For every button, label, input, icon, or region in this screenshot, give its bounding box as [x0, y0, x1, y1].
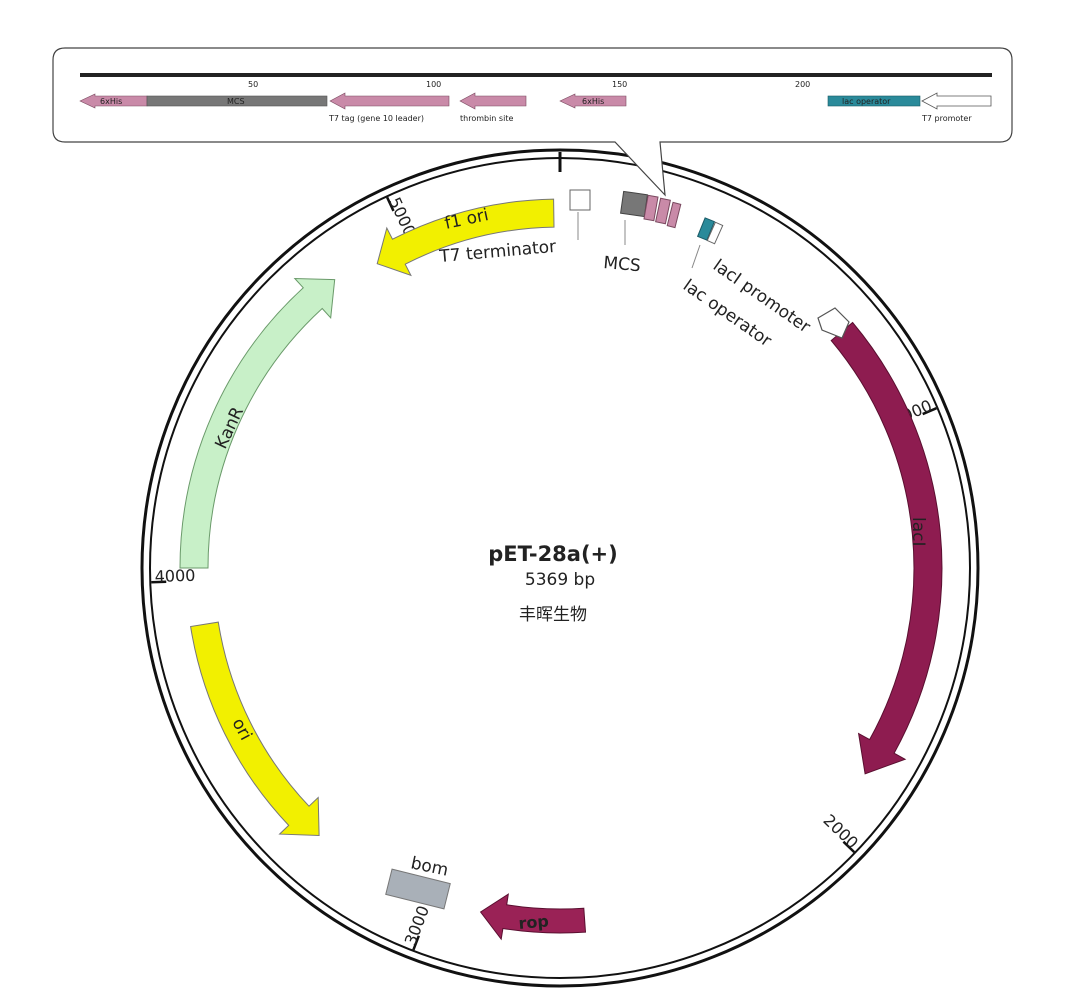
- inset-6xhis-1-label: 6xHis: [100, 97, 122, 106]
- inset-lac-operator-label: lac operator: [842, 97, 891, 106]
- inset-t7-promoter-label: T7 promoter: [921, 114, 972, 123]
- tick-3000: [412, 935, 420, 951]
- mcs-block[interactable]: [620, 190, 682, 229]
- t7-terminator-box[interactable]: [569, 189, 591, 211]
- tick-4000: [151, 580, 167, 584]
- backbone-inner: [149, 157, 971, 979]
- rop-label: rop: [518, 911, 550, 933]
- plasmid-name: pET-28a(+): [488, 542, 618, 566]
- inset-t7-promoter[interactable]: [921, 92, 992, 110]
- mcs-label: MCS: [603, 253, 642, 276]
- inset-features: 6xHis MCS T7 tag (gene 10 leader) thromb…: [79, 92, 992, 123]
- inset-6xhis-2-label: 6xHis: [582, 97, 604, 106]
- tick-label-3000: 3000: [401, 903, 433, 948]
- lac-operator-box[interactable]: [696, 217, 716, 241]
- inset-tick-150: 150: [612, 80, 627, 89]
- rop-arrow[interactable]: [479, 893, 587, 941]
- f1-ori-arrow[interactable]: [376, 198, 555, 277]
- inset-callout: [52, 47, 1013, 197]
- tick-1000: [922, 407, 937, 416]
- backbone-outer: [140, 148, 980, 988]
- inset-mcs[interactable]: [146, 95, 328, 107]
- inset-tick-50: 50: [248, 80, 258, 89]
- inset-6xhis-2[interactable]: [559, 93, 627, 109]
- tick-label-4000: 4000: [154, 566, 195, 586]
- ori-arrow[interactable]: [190, 621, 320, 837]
- laci-label: lacI: [908, 517, 928, 547]
- inset-lac-operator[interactable]: [827, 95, 921, 107]
- inset-tick-100: 100: [426, 80, 441, 89]
- inset-ticks: 50 100 150 200: [248, 80, 810, 89]
- tick-2000: [842, 840, 856, 854]
- inset-t7-tag[interactable]: [329, 92, 450, 110]
- kanr-arrow[interactable]: [179, 277, 336, 569]
- inset-thrombin-label: thrombin site: [460, 114, 513, 123]
- laci-promoter-arrow[interactable]: [817, 307, 850, 339]
- bom-box[interactable]: [385, 868, 451, 910]
- plasmid-size: 5369 bp: [525, 570, 595, 590]
- laci-arrow[interactable]: [830, 321, 943, 775]
- tick-label-2000: 2000: [820, 811, 862, 853]
- lac-promoter-box[interactable]: [706, 221, 724, 245]
- inset-thrombin-site[interactable]: [459, 92, 527, 110]
- tick-5000: [386, 196, 395, 212]
- lac-leader: [691, 244, 701, 269]
- company-name: 丰晖生物: [519, 605, 587, 625]
- inset-tick-200: 200: [795, 80, 810, 89]
- inset-t7-tag-label: T7 tag (gene 10 leader): [328, 114, 424, 123]
- inset-mcs-label: MCS: [227, 97, 245, 106]
